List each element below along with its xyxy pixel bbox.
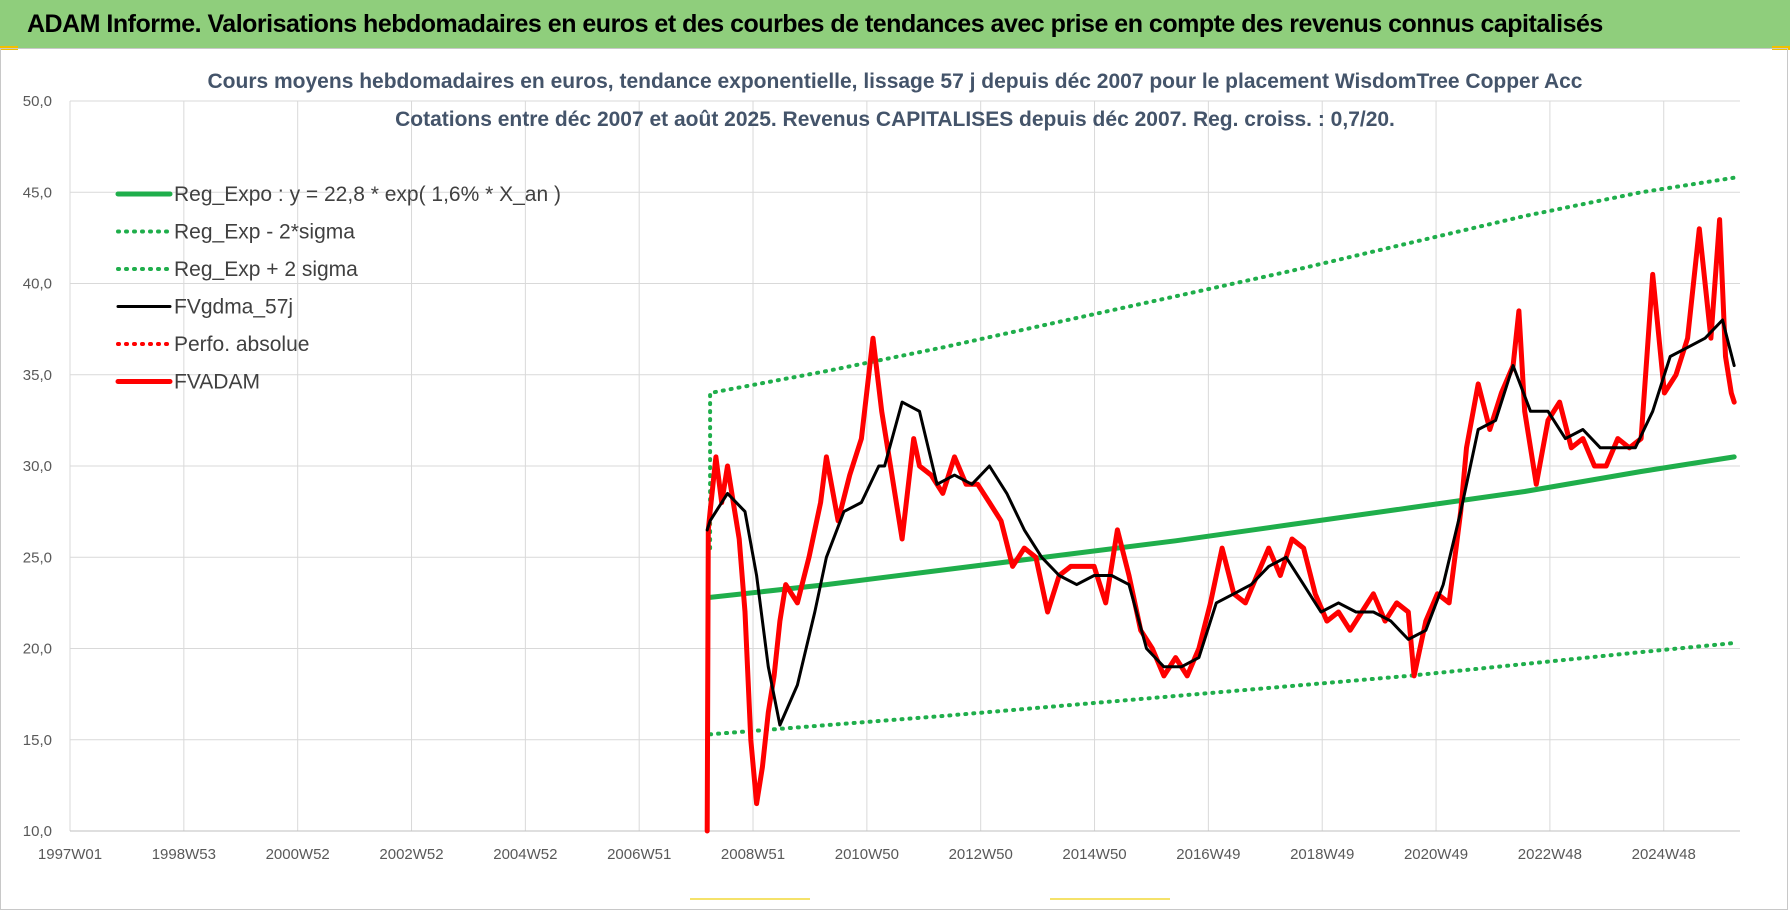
chart-grid xyxy=(69,100,1740,832)
x-tick-label: 2012W50 xyxy=(949,846,1013,863)
x-axis-ticks: 1997W01 1998W53 2000W52 2002W52 2004W52 2006W… xyxy=(38,846,1696,863)
x-tick-label: 2024W48 xyxy=(1632,846,1696,863)
report-header: ADAM Informe. Valorisations hebdomadaire… xyxy=(0,0,1790,49)
legend-label: FVADAM xyxy=(174,371,260,394)
chart-legend: Reg_Expo : y = 22,8 * exp( 1,6% * X_an )… xyxy=(115,183,561,394)
series-line xyxy=(708,641,1737,737)
legend-label: Reg_Expo : y = 22,8 * exp( 1,6% * X_an ) xyxy=(174,183,561,206)
y-tick-label: 25,0 xyxy=(23,549,52,566)
x-tick-label: 2022W48 xyxy=(1518,846,1582,863)
x-tick-label: 2020W49 xyxy=(1404,846,1468,863)
report-title: ADAM Informe. Valorisations hebdomadaire… xyxy=(27,10,1603,38)
y-axis-ticks: 10,0 15,0 20,0 25,0 30,0 35,0 40,0 45,0 50,0 xyxy=(23,93,52,840)
y-tick-label: 50,0 xyxy=(23,93,52,110)
x-tick-label: 2018W49 xyxy=(1290,846,1354,863)
series-line xyxy=(705,318,1736,727)
y-tick-label: 20,0 xyxy=(23,641,52,658)
chart-title-line1: Cours moyens hebdomadaires en euros, ten… xyxy=(208,70,1583,93)
y-tick-label: 40,0 xyxy=(23,276,52,293)
x-tick-label: 2000W52 xyxy=(266,846,330,863)
chart-frame xyxy=(0,48,1788,910)
y-tick-label: 45,0 xyxy=(23,184,52,201)
x-tick-label: 2004W52 xyxy=(493,846,557,863)
legend-label: FVgdma_57j xyxy=(174,296,293,319)
chart-title-line2: Cotations entre déc 2007 et août 2025. R… xyxy=(395,108,1395,131)
series-line xyxy=(704,217,1737,834)
chart-area: 10,0 15,0 20,0 25,0 30,0 35,0 40,0 45,0 50,0 199… xyxy=(23,70,1740,863)
y-tick-label: 10,0 xyxy=(23,823,52,840)
x-tick-label: 1997W01 xyxy=(38,846,102,863)
x-tick-label: 2014W50 xyxy=(1062,846,1126,863)
x-tick-label: 2010W50 xyxy=(835,846,899,863)
x-tick-label: 2016W49 xyxy=(1176,846,1240,863)
x-tick-label: 2002W52 xyxy=(379,846,443,863)
legend-label: Reg_Exp - 2*sigma xyxy=(174,221,355,244)
y-tick-label: 15,0 xyxy=(23,732,52,749)
x-tick-label: 2006W51 xyxy=(607,846,671,863)
y-tick-label: 35,0 xyxy=(23,367,52,384)
legend-label: Reg_Exp + 2 sigma xyxy=(174,258,358,281)
y-tick-label: 30,0 xyxy=(23,458,52,475)
series-line xyxy=(707,454,1737,600)
yellow-marker xyxy=(690,898,810,900)
series-line xyxy=(708,175,1737,551)
legend-label: Perfo. absolue xyxy=(174,333,309,356)
x-tick-label: 1998W53 xyxy=(152,846,216,863)
chart-series xyxy=(704,175,1737,834)
x-tick-label: 2008W51 xyxy=(721,846,785,863)
yellow-marker xyxy=(1050,898,1170,900)
